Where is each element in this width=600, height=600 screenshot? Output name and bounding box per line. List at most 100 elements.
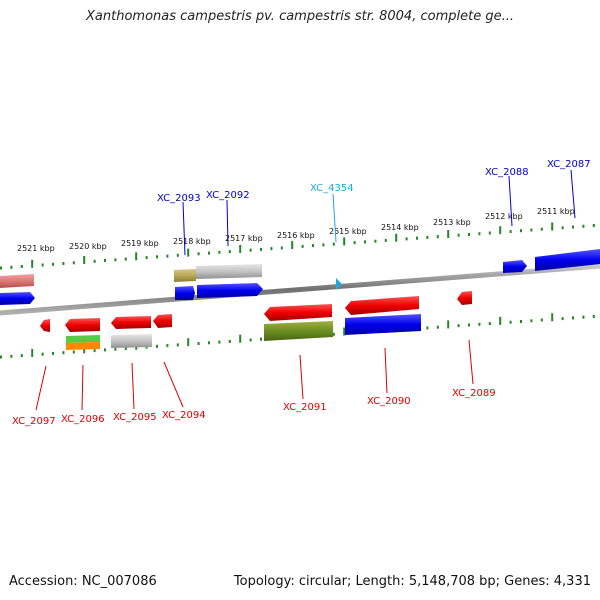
scale-label: 2516 kbp xyxy=(277,231,315,240)
scale-minor-tick xyxy=(468,233,470,236)
scale-label: 2517 kbp xyxy=(225,234,263,243)
scale-label: 2515 kbp xyxy=(329,227,367,236)
scale-minor-tick xyxy=(374,239,377,243)
gene-arrow[interactable] xyxy=(65,318,100,332)
scale-minor-tick xyxy=(540,318,543,322)
scale-major-tick xyxy=(447,230,450,238)
scale-minor-tick xyxy=(582,315,585,319)
scale-major-tick xyxy=(395,233,398,242)
scale-minor-tick xyxy=(20,265,23,268)
scale-minor-tick xyxy=(332,332,335,336)
scale-minor-tick xyxy=(62,262,65,265)
scale-major-tick xyxy=(83,256,86,264)
gene-label[interactable]: XC_2094 xyxy=(162,410,206,421)
scale-label: 2513 kbp xyxy=(433,218,471,227)
gene-label[interactable]: XC_4354 xyxy=(310,183,354,194)
gene-arrow[interactable] xyxy=(535,249,600,271)
scale-label: 2519 kbp xyxy=(121,239,159,248)
genome-backbone xyxy=(0,263,600,316)
scale-major-tick xyxy=(343,237,346,246)
gene-arrow[interactable] xyxy=(111,316,151,329)
scale-minor-tick xyxy=(41,352,44,356)
gene-arrow[interactable] xyxy=(66,335,100,343)
gene-arrow[interactable] xyxy=(0,292,35,305)
scale-minor-tick xyxy=(468,323,470,327)
gene-arrow[interactable] xyxy=(264,321,333,341)
gene-arrow[interactable] xyxy=(175,286,195,300)
gene-label[interactable]: XC_2092 xyxy=(206,190,250,201)
gene-label[interactable]: XC_2088 xyxy=(485,167,529,178)
scale-major-tick xyxy=(343,327,346,336)
genome-title: Xanthomonas campestris pv. campestris st… xyxy=(86,9,514,24)
scale-minor-tick xyxy=(457,324,460,328)
gene-arrow[interactable] xyxy=(264,304,332,321)
scale-minor-tick xyxy=(228,339,231,343)
scale-minor-tick xyxy=(530,228,533,232)
scale-minor-tick xyxy=(509,230,512,233)
gene-label[interactable]: XC_2096 xyxy=(61,414,105,425)
scale-minor-tick xyxy=(124,347,127,350)
gene-arrow[interactable] xyxy=(40,319,50,332)
gene-labels-bottom: XC_2097 XC_2096 XC_2095 XC_2094 XC_2091 … xyxy=(12,388,496,427)
scale-minor-tick xyxy=(228,250,231,254)
scale-minor-tick xyxy=(114,258,117,262)
gene-arrow[interactable] xyxy=(197,283,263,298)
genome-stats-text: Topology: circular; Length: 5,148,708 bp… xyxy=(233,574,591,589)
scale-minor-tick xyxy=(426,326,429,330)
gene-label[interactable]: XC_2090 xyxy=(367,396,411,407)
gene-arrow[interactable] xyxy=(457,291,472,305)
gene-arrow[interactable] xyxy=(336,278,342,290)
scale-major-tick xyxy=(135,252,138,261)
scale-major-tick xyxy=(291,241,294,250)
scale-minor-tick xyxy=(364,240,366,244)
scale-minor-tick xyxy=(520,320,522,323)
scale-major-tick xyxy=(187,338,190,347)
scale-minor-tick xyxy=(384,238,387,242)
gene-arrow[interactable] xyxy=(66,342,100,350)
scale-minor-tick xyxy=(249,248,252,252)
scale-major-tick xyxy=(31,348,34,357)
scale-major-tick xyxy=(447,320,450,329)
scale-labels: 2521 kbp 2520 kbp 2519 kbp 2518 kbp 2517… xyxy=(17,207,575,253)
gene-arrow[interactable] xyxy=(174,269,196,282)
scale-minor-tick xyxy=(104,348,106,352)
scale-minor-tick xyxy=(0,355,2,359)
scale-minor-tick xyxy=(405,237,408,241)
forward-genes xyxy=(0,249,600,305)
scale-minor-tick xyxy=(270,247,273,251)
scale-minor-tick xyxy=(208,251,210,255)
gene-arrow[interactable] xyxy=(111,334,152,348)
gene-label[interactable]: XC_2093 xyxy=(157,193,201,204)
scale-minor-tick xyxy=(520,229,522,233)
scale-minor-tick xyxy=(10,265,13,269)
reverse-genes xyxy=(40,291,472,350)
scale-minor-tick xyxy=(530,319,533,323)
gene-arrow[interactable] xyxy=(345,296,419,315)
scale-minor-tick xyxy=(249,338,252,342)
scale-minor-tick xyxy=(208,341,210,345)
gene-label[interactable]: XC_2097 xyxy=(12,416,56,427)
scale-label: 2520 kbp xyxy=(69,242,107,251)
scale-minor-tick xyxy=(322,243,325,247)
scale-minor-tick xyxy=(572,225,574,229)
scale-minor-tick xyxy=(156,255,158,259)
gene-arrow[interactable] xyxy=(503,260,527,273)
gene-label[interactable]: XC_2089 xyxy=(452,388,496,399)
gene-arrow[interactable] xyxy=(0,274,34,288)
gene-arrow[interactable] xyxy=(196,264,262,279)
gene-label[interactable]: XC_2095 xyxy=(113,412,157,423)
scale-minor-tick xyxy=(0,266,2,270)
scale-minor-tick xyxy=(436,235,439,239)
scale-minor-tick xyxy=(197,252,200,256)
gene-label[interactable]: XC_2091 xyxy=(283,402,327,413)
scale-minor-tick xyxy=(93,349,96,353)
scale-minor-tick xyxy=(332,242,335,246)
scale-minor-tick xyxy=(10,354,13,358)
scale-minor-tick xyxy=(582,224,585,228)
gene-arrow[interactable] xyxy=(153,314,172,328)
scale-minor-tick xyxy=(301,244,304,248)
gene-arrow[interactable] xyxy=(345,314,421,335)
scale-minor-tick xyxy=(104,259,106,262)
gene-label[interactable]: XC_2087 xyxy=(547,159,591,170)
